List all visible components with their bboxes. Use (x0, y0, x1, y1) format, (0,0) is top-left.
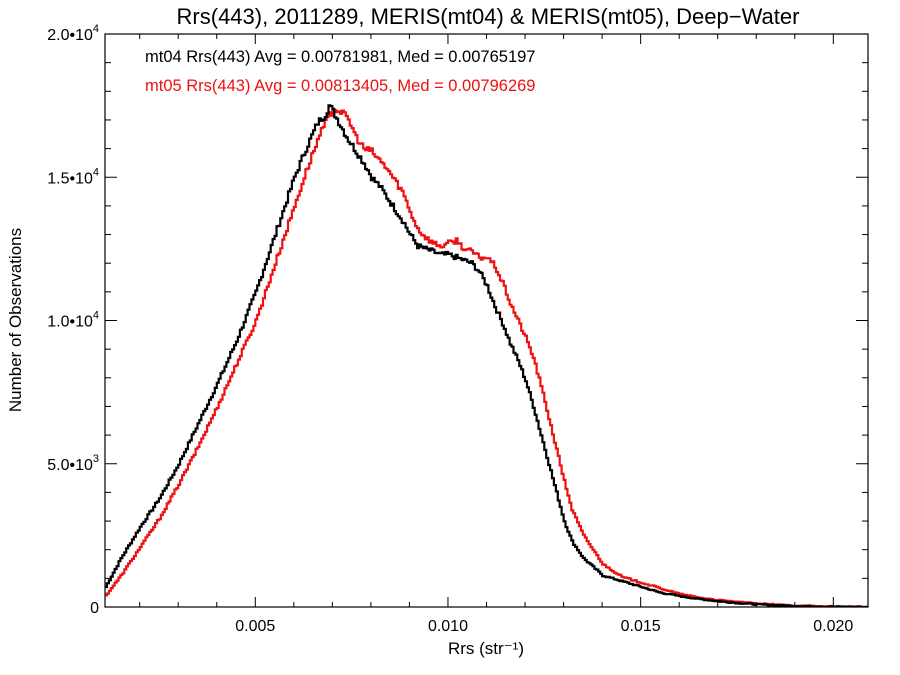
series-line-mt05 (105, 109, 868, 607)
x-tick-label: 0.020 (813, 618, 853, 635)
y-tick-label: 5.0•103 (47, 453, 99, 474)
y-tick-label-base: 5.0•10 (47, 457, 93, 474)
y-tick-label: 1.0•104 (47, 310, 99, 331)
y-tick-label: 0 (90, 600, 99, 617)
axis-ticks: 0.005 0.010 0.015 0.02005.0•1031.0•1041.5•1… (47, 23, 868, 635)
y-tick-label: 1.5•104 (47, 166, 99, 187)
y-tick-label-exponent: 4 (93, 166, 99, 178)
chart-title: Rrs(443), 2011289, MERIS(mt04) & MERIS(m… (177, 4, 800, 29)
x-tick-label: 0.005 (235, 618, 275, 635)
x-axis-label: Rrs (str⁻¹) (448, 639, 524, 658)
series-line-mt04 (105, 104, 868, 607)
series-layer (105, 104, 868, 607)
y-axis-label: Number of Observations (6, 228, 25, 412)
y-tick-label-exponent: 3 (93, 453, 99, 465)
y-tick-label-base: 1.0•10 (47, 314, 93, 331)
y-tick-label-exponent: 4 (93, 310, 99, 322)
stats-line-mt05: mt05 Rrs(443) Avg = 0.00813405, Med = 0.… (145, 77, 535, 95)
y-tick-label-base: 1.5•10 (47, 170, 93, 187)
plot-frame (104, 33, 869, 608)
y-tick-label: 2.0•104 (47, 23, 99, 44)
y-tick-label-exponent: 4 (93, 23, 99, 35)
y-tick-label-base: 2.0•10 (47, 27, 93, 44)
x-tick-label: 0.015 (621, 618, 661, 635)
stats-line-mt04: mt04 Rrs(443) Avg = 0.00781981, Med = 0.… (145, 48, 535, 66)
y-tick-label-base: 0 (90, 600, 99, 617)
x-tick-label: 0.010 (428, 618, 468, 635)
